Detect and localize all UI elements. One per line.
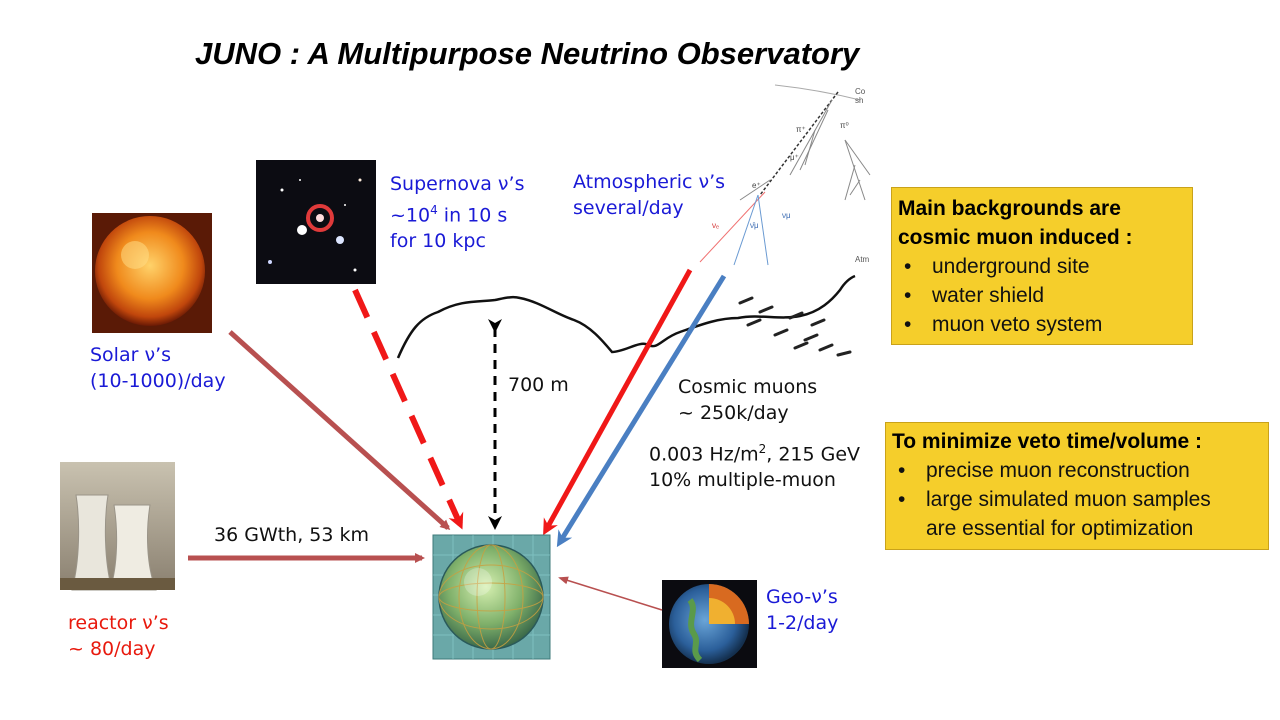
veto-item-samples: • large simulated muon samples (892, 485, 1268, 514)
geo-rate: 1-2/day (766, 612, 839, 634)
veto-item-reconstruction: • precise muon reconstruction (892, 456, 1268, 485)
muon-flux-label: 0.003 Hz/m2, 215 GeV 10% multiple-muon (649, 436, 860, 493)
background-item-water: • water shield (898, 281, 1186, 310)
bullet: • (898, 459, 906, 482)
nu-mu-label-2: νμ (782, 211, 791, 220)
backgrounds-heading-2: cosmic muon induced : (898, 226, 1133, 249)
veto-box: To minimize veto time/volume : • precise … (885, 422, 1269, 550)
atmospheric-title: Atmospheric ν’s (573, 171, 726, 193)
muon-track-marks (738, 296, 852, 357)
solar-label: Solar ν’s (10-1000)/day (90, 342, 226, 394)
cosmic-muons-title: Cosmic muons (678, 376, 818, 398)
background-item-text: underground site (932, 255, 1090, 278)
muon-flux-pre: 0.003 Hz/m (649, 443, 759, 466)
pi-plus-label: π⁺ (796, 125, 806, 134)
background-item-underground: • underground site (898, 252, 1186, 281)
solar-title: Solar ν’s (90, 344, 172, 366)
solar-rate: (10-1000)/day (90, 370, 226, 392)
reactor-link-label: 36 GWth, 53 km (214, 524, 370, 546)
earth-image (662, 580, 757, 668)
background-item-veto: • muon veto system (898, 310, 1186, 339)
bullet: • (904, 284, 912, 307)
atmospheric-label: Atmospheric ν’s several/day (573, 169, 725, 221)
e-plus-label: e⁺ (752, 181, 761, 190)
veto-item-text: large simulated muon samples (926, 488, 1211, 511)
pi-zero-label: π⁰ (840, 121, 849, 130)
supernova-count-pre: ~10 (390, 204, 431, 227)
background-item-text: water shield (932, 284, 1045, 307)
multi-muon-fraction: 10% multiple-muon (649, 469, 836, 492)
mountain-profile (396, 274, 856, 359)
depth-label: 700 m (508, 374, 569, 396)
reactor-label: reactor ν’s ~ 80/day (68, 610, 169, 662)
reactor-rate: ~ 80/day (68, 638, 156, 660)
nu-mu-label-1: ν̄μ (750, 221, 759, 230)
muon-flux: 0.003 Hz/m2, 215 GeV (649, 436, 860, 467)
bullet: • (898, 488, 906, 511)
cosmic-muons-label: Cosmic muons ~ 250k/day (678, 374, 817, 426)
cosmic-ray-shower (699, 84, 871, 266)
supernova-arrow (352, 288, 464, 530)
juno-detector (432, 534, 551, 660)
muon-flux-post: , 215 GeV (766, 443, 861, 466)
solar-arrow (228, 330, 451, 531)
supernova-label: Supernova ν’s ~104 in 10 s for 10 kpc (390, 171, 524, 254)
muon-flux-exp: 2 (758, 442, 767, 456)
reactor-title: reactor ν’s (68, 612, 169, 634)
backgrounds-heading-1: Main backgrounds are (898, 197, 1121, 220)
shower-label-co: Co (855, 87, 866, 96)
geo-title: Geo-ν’s (766, 586, 838, 608)
veto-item-text: precise muon reconstruction (926, 459, 1190, 482)
geo-label: Geo-ν’s 1-2/day (766, 584, 838, 636)
mu-plus-label: μ⁺ (790, 153, 799, 162)
nu-e-label: νₑ (712, 221, 719, 230)
bullet: • (904, 313, 912, 336)
supernova-count-exp: 4 (430, 203, 438, 217)
atm-label: Atm (855, 255, 870, 264)
supernova-title: Supernova ν’s (390, 173, 525, 195)
page-title: JUNO : A Multipurpose Neutrino Observato… (195, 36, 860, 71)
supernova-count-post: in 10 s (437, 204, 508, 227)
backgrounds-box: Main backgrounds are cosmic muon induced… (891, 187, 1193, 345)
shower-label-sh: sh (855, 96, 863, 105)
cosmic-muon-arrow (556, 274, 727, 548)
veto-heading: To minimize veto time/volume : (892, 430, 1202, 453)
geo-arrow (558, 576, 663, 611)
background-item-text: muon veto system (932, 313, 1103, 336)
bullet: • (904, 255, 912, 278)
sun-image (92, 213, 212, 333)
atmospheric-nu-arrow (543, 268, 693, 536)
atmospheric-rate: several/day (573, 197, 684, 219)
supernova-image (256, 160, 376, 284)
cosmic-muons-rate: ~ 250k/day (678, 402, 789, 424)
veto-item-continuation: are essential for optimization (926, 517, 1194, 540)
supernova-distance: for 10 kpc (390, 230, 486, 253)
supernova-count: ~104 in 10 s (390, 197, 524, 228)
reactor-image (60, 462, 175, 591)
